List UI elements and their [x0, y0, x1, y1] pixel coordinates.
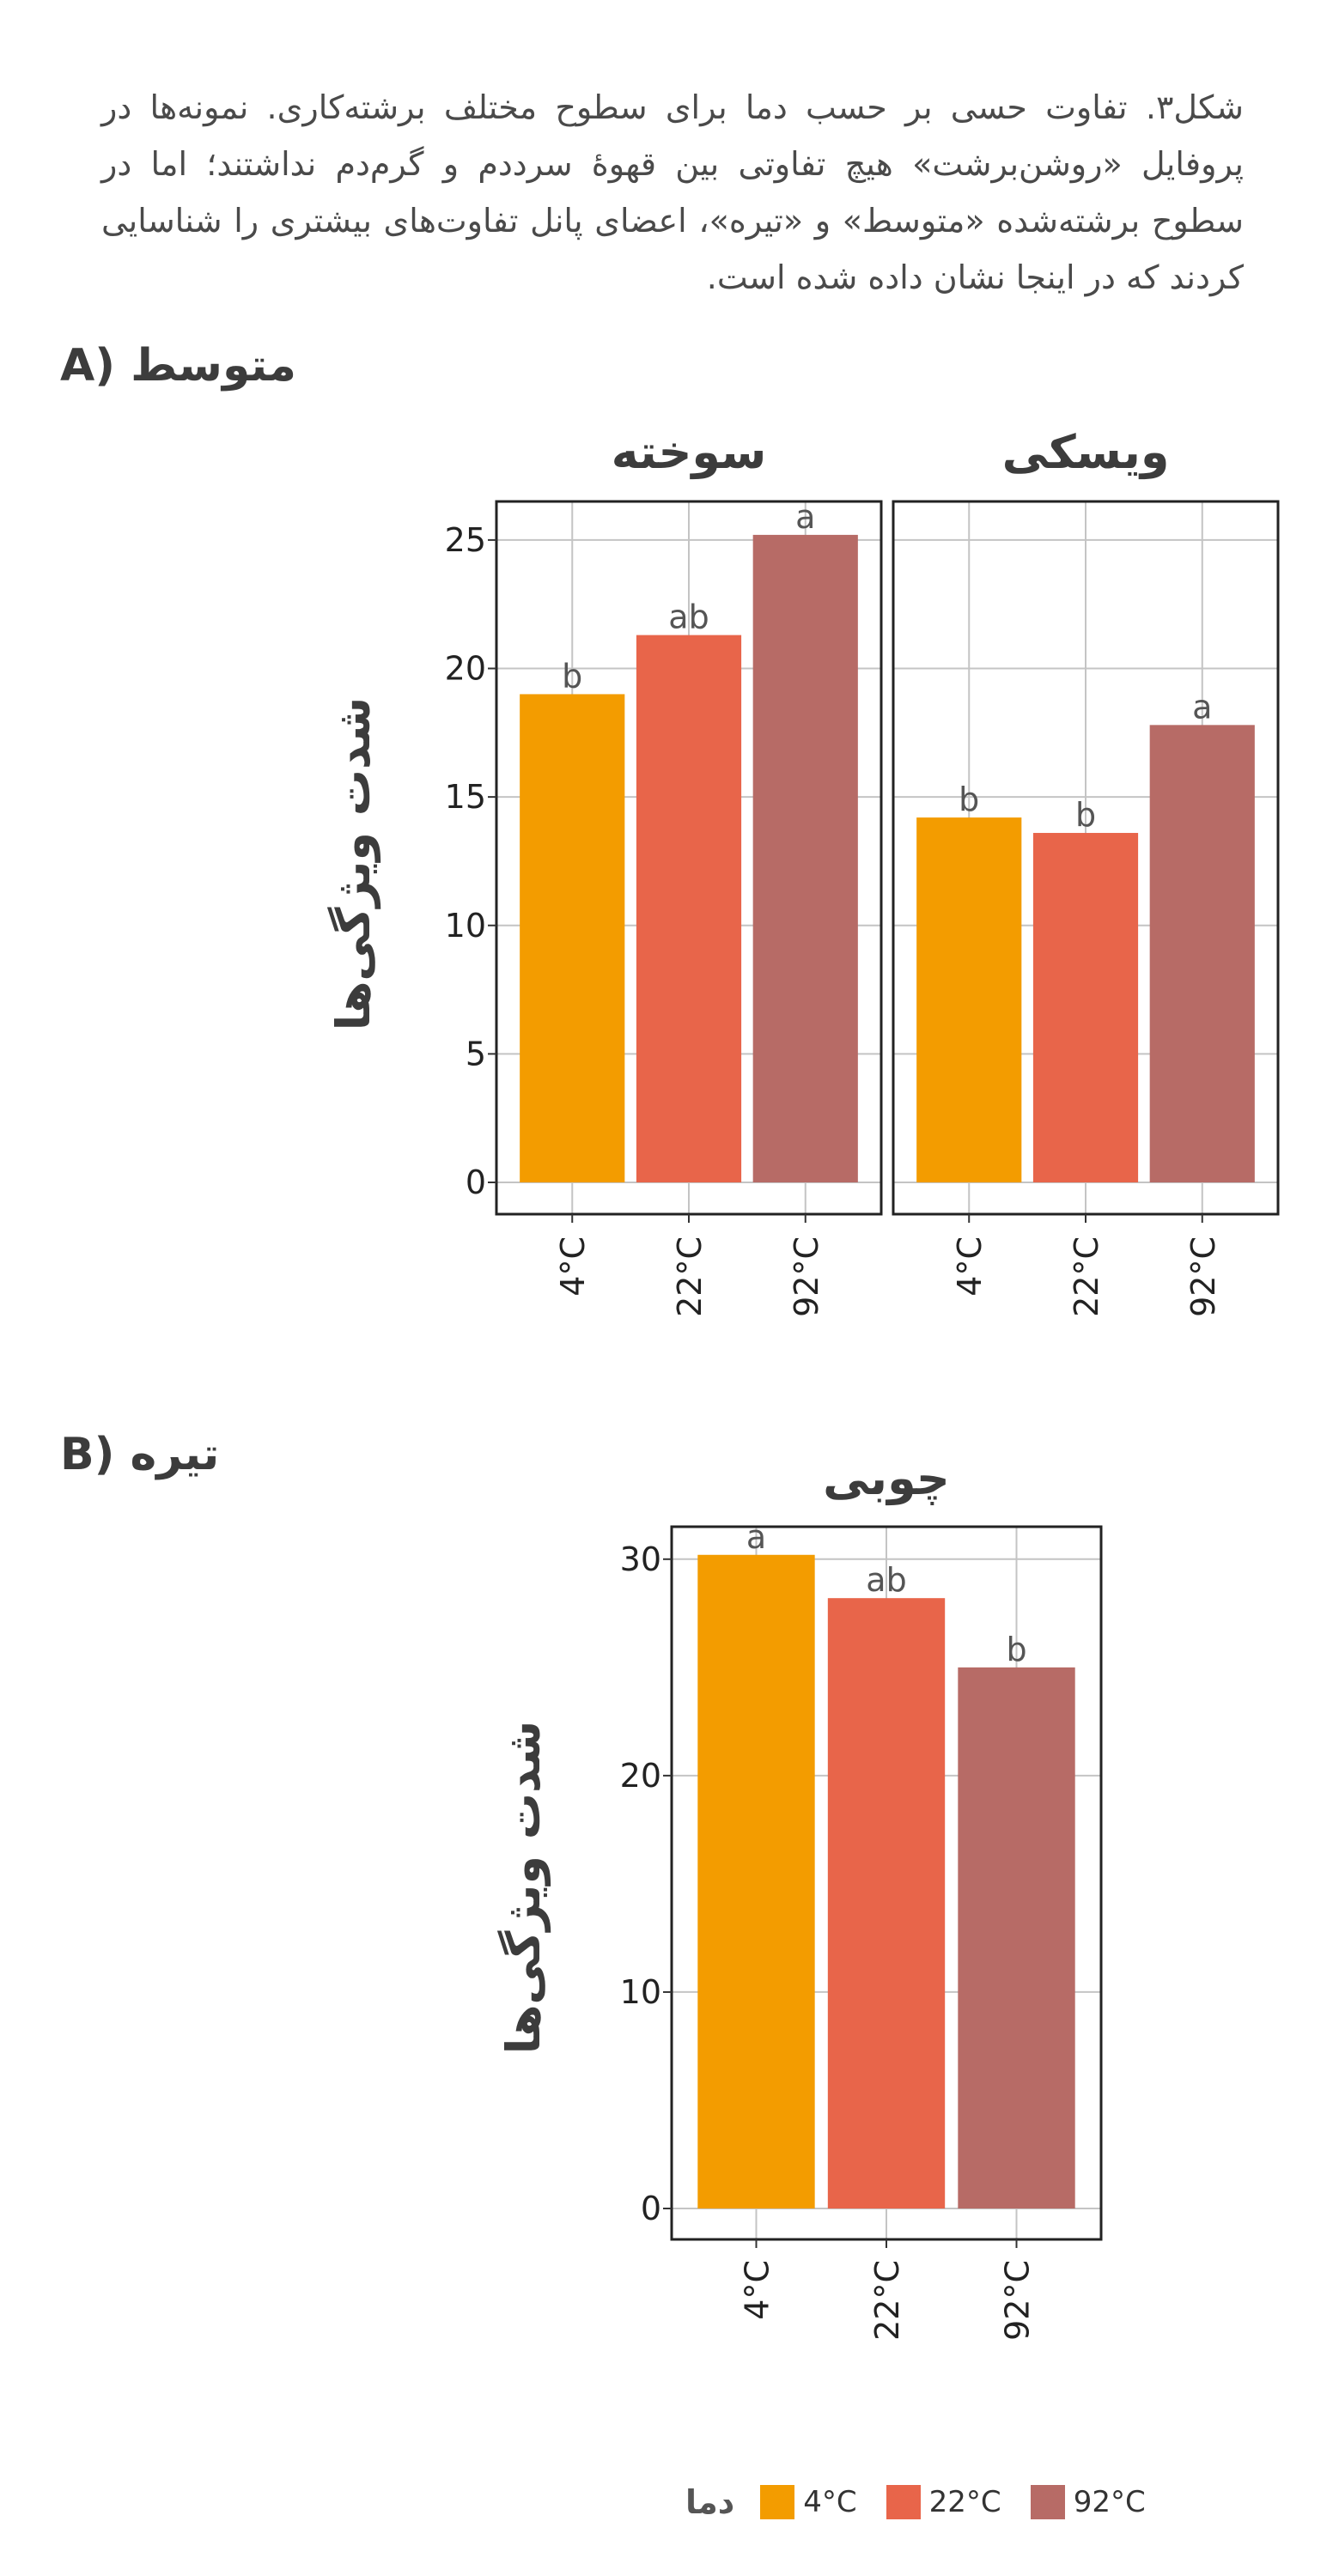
- panel-b-ytick-label-2: 20: [620, 1757, 661, 1795]
- panel-b-facet-1-bar-2: [827, 1598, 946, 2208]
- panel-a-facet-1-title: سوخته: [612, 425, 767, 479]
- section-title-a: A) متوسط: [60, 340, 296, 392]
- panel-a-facet-2-bar-label-3: a: [1192, 688, 1212, 726]
- panel-a-facet-1-category-label-2: 22°C: [671, 1236, 709, 1317]
- legend-item-92c: 92°C: [1030, 2485, 1146, 2519]
- panel-b-facet-1-category-label-1: 4°C: [738, 2260, 776, 2320]
- panel-b-ytick-label-3: 30: [620, 1540, 661, 1578]
- section-label-b: تیره: [130, 1429, 220, 1480]
- panel-a-facet-2-category-label-2: 22°C: [1068, 1236, 1105, 1317]
- panel-a-facet-1-category-label-1: 4°C: [554, 1236, 592, 1297]
- section-letter-b: B): [60, 1429, 115, 1480]
- panel-a-ytick-label-1: 5: [466, 1035, 486, 1072]
- panel-a-ylabel: شدت ویژگی‌ها: [326, 697, 380, 1031]
- panel-b-facet-1-category-label-2: 22°C: [868, 2260, 906, 2341]
- panel-a-facet-2-category-label-3: 92°C: [1184, 1236, 1222, 1317]
- panel-a-facet-2-bar-2: [1032, 833, 1139, 1182]
- panel-a-ytick-label-4: 20: [445, 650, 486, 688]
- legend-item-4c: 4°C: [760, 2485, 857, 2519]
- panel-b-facet-1-bar-label-2: ab: [866, 1561, 906, 1599]
- panel-a-facet-2-bar-3: [1149, 725, 1255, 1182]
- legend-title: دما: [685, 2483, 735, 2521]
- panel-a-facet-1-category-label-3: 92°C: [788, 1236, 825, 1317]
- legend-label-92c: 92°C: [1073, 2485, 1146, 2519]
- legend-label-4c: 4°C: [803, 2485, 857, 2519]
- legend: دما 4°C 22°C 92°C: [685, 2478, 1160, 2526]
- panel-a-facet-2-bar-label-1: b: [959, 781, 979, 818]
- panel-b-facet-1-category-label-3: 92°C: [999, 2260, 1037, 2341]
- panel-a-ytick-label-3: 15: [445, 778, 486, 816]
- legend-swatch-22c: [886, 2485, 921, 2519]
- panel-a-facet-1-bar-label-2: ab: [668, 598, 709, 636]
- panel-b-facet-1-title: چوبی: [823, 1451, 950, 1505]
- panel-b-ytick-label-1: 10: [620, 1973, 661, 2011]
- panel-a-facet-2-bar-label-2: b: [1075, 796, 1096, 834]
- legend-swatch-4c: [760, 2485, 795, 2519]
- panel-a-facet-2-bar-1: [916, 817, 1022, 1182]
- panel-a-ytick-label-0: 0: [466, 1163, 486, 1201]
- section-letter-a: A): [60, 340, 116, 392]
- panel-a-facet-2-title: ویسکی: [1002, 425, 1170, 479]
- section-title-b: B) تیره: [60, 1429, 219, 1480]
- panel-b-ylabel: شدت ویژگی‌ها: [496, 1721, 551, 2055]
- legend-swatch-92c: [1030, 2485, 1065, 2519]
- panel-a-facet-1-bar-3: [752, 534, 858, 1182]
- panel-a-facet-1-bar-label-1: b: [562, 657, 582, 695]
- panel-a-ytick-label-5: 25: [445, 521, 486, 559]
- panel-b-facet-1-bar-label-3: b: [1006, 1631, 1026, 1668]
- panel-a-facet-1-bar-2: [636, 635, 742, 1182]
- panel-a-ytick-label-2: 10: [445, 907, 486, 945]
- panel-a-facet-1-bar-label-3: a: [795, 498, 815, 536]
- panel-a-facet-2-category-label-1: 4°C: [951, 1236, 989, 1297]
- legend-label-22c: 22°C: [928, 2485, 1001, 2519]
- legend-item-22c: 22°C: [886, 2485, 1001, 2519]
- panel-b-facet-1-bar-1: [697, 1554, 815, 2208]
- panel-b-ytick-label-0: 0: [641, 2190, 661, 2227]
- section-label-a: متوسط: [131, 340, 296, 392]
- figure-caption: شکل۳. تفاوت حسی بر حسب دما برای سطوح مخت…: [101, 88, 1244, 296]
- panel-a-facet-1-bar-1: [520, 694, 625, 1182]
- panel-b-facet-1-bar-3: [958, 1667, 1075, 2208]
- panel-b-facet-1-bar-label-1: a: [746, 1518, 766, 1556]
